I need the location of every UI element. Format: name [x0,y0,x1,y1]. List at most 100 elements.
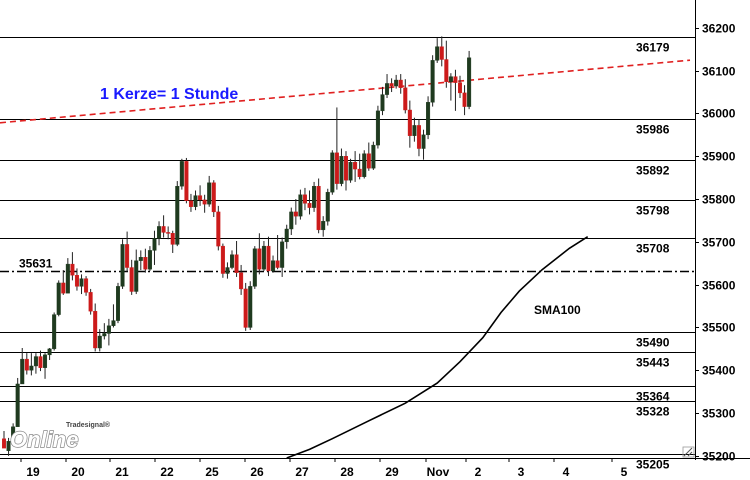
y-tick-label: 36100 [702,65,736,79]
candle [385,74,390,99]
candle [24,353,29,375]
candle-body [348,162,353,181]
candle [416,119,421,157]
candle [184,157,189,204]
candle [339,148,344,187]
candle-body [97,335,102,349]
candle-body [166,232,171,234]
candle-body [70,263,75,276]
candle [357,153,362,180]
candle-body [79,278,84,287]
candle [234,240,239,277]
candle-body [220,245,225,274]
candle-body [52,314,57,350]
candle-body [371,144,376,169]
candle [467,50,472,110]
candle-body [6,441,11,451]
candle-body [56,282,61,315]
candle-body [467,57,472,107]
candle-body [298,194,303,217]
candle-body [385,83,390,95]
corner-resize-icon [683,447,693,457]
candle [439,36,444,67]
candle [93,303,98,352]
candle [65,258,70,294]
candle [394,74,399,89]
candle-body [47,348,52,356]
candle-body [412,125,417,136]
candle-body [407,109,412,136]
candle-body [289,211,294,230]
candle-body [20,358,25,385]
candle [188,193,193,212]
candle-body [266,245,271,272]
candle [266,236,271,277]
candle [15,377,20,427]
trendline-layer [0,59,691,124]
candle-body [202,199,207,205]
candle [198,185,203,206]
candle [458,75,463,99]
candle [170,230,175,253]
candle-body [430,60,435,103]
candle-body [344,156,349,181]
candle [134,249,139,295]
candle-body [125,244,130,268]
candle-body [366,153,371,169]
candle [38,350,43,372]
candle-body [106,325,111,334]
candle-body [29,365,34,371]
candle-body [316,185,321,231]
candle-body [375,110,380,146]
candle-body [43,354,48,368]
candle [444,40,449,88]
candle [330,150,335,195]
candle-body [170,233,175,245]
candle-body [307,203,312,208]
level-label: 35490 [636,336,670,350]
candle [102,323,107,340]
candle-body [339,156,344,184]
candle [175,181,180,247]
candle-body [193,195,198,207]
candle [70,252,75,281]
candle-body [416,125,421,149]
x-tick-label: 26 [250,465,264,479]
candle-body [353,162,358,170]
corner-frame [682,446,695,458]
candle-body [243,288,248,328]
candle-body [129,267,134,292]
level-label: 35986 [636,123,670,137]
level-label: 35708 [636,242,670,256]
x-tick-label: 3 [518,465,525,479]
candle [371,141,376,170]
candle-body [257,248,262,270]
candle-body [312,185,317,208]
x-tick-label: 22 [160,465,174,479]
candle [348,158,353,183]
candle [43,353,48,379]
y-tick-label: 35600 [702,279,736,293]
candle-body [207,182,212,205]
candle-body [216,211,221,247]
timeframe-annotation: 1 Kerze= 1 Stunde [100,86,238,103]
candle-body [239,272,244,290]
candle [207,175,212,207]
candle-body [271,260,276,272]
candle-body [84,278,89,293]
candle [375,105,380,149]
candle-body [448,76,453,82]
candle [229,250,234,270]
candle [225,262,230,279]
candle-body [93,310,98,349]
candle-body [225,267,230,274]
y-tick-label: 36200 [702,22,736,36]
candle-body [362,153,367,177]
tradesignal-logo: Tradesignal®Online [9,421,111,453]
candle [179,158,184,190]
candle [271,255,276,273]
candle-body [65,263,70,294]
candle-body [284,228,289,243]
candle-body [157,226,162,239]
